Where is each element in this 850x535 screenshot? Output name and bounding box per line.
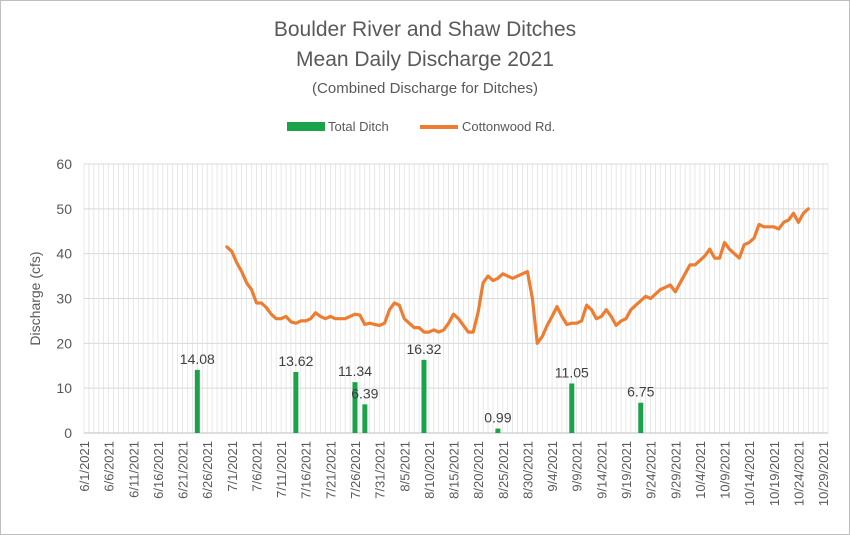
y-axis-label: Discharge (cfs) xyxy=(27,251,43,345)
bar-total-ditch xyxy=(569,383,575,433)
x-tick-label: 9/14/2021 xyxy=(594,441,609,499)
chart-subtitle-note: (Combined Discharge for Ditches) xyxy=(312,80,538,97)
line-series xyxy=(225,207,810,345)
x-tick-label: 7/16/2021 xyxy=(299,441,314,499)
data-label: 11.05 xyxy=(555,364,589,380)
bar-total-ditch xyxy=(194,369,200,433)
y-tick-label: 30 xyxy=(56,291,72,307)
x-tick-label: 9/9/2021 xyxy=(570,441,585,492)
x-tick-label: 8/10/2021 xyxy=(422,441,437,499)
x-tick-label: 10/9/2021 xyxy=(718,441,733,499)
x-tick-label: 8/20/2021 xyxy=(471,441,486,499)
legend-label-cottonwood: Cottonwood Rd. xyxy=(462,119,555,134)
x-tick-label: 8/15/2021 xyxy=(447,441,462,499)
data-label: 6.75 xyxy=(627,384,654,400)
x-tick-label: 8/30/2021 xyxy=(520,441,535,499)
x-tick-label: 10/4/2021 xyxy=(693,441,708,499)
line-cottonwood-rd xyxy=(225,207,810,345)
y-tick-label: 20 xyxy=(56,335,72,351)
x-tick-label: 9/24/2021 xyxy=(644,441,659,499)
data-label: 14.08 xyxy=(180,351,215,367)
x-tick-label: 7/11/2021 xyxy=(274,441,289,498)
x-tick-label: 10/14/2021 xyxy=(742,441,757,506)
x-tick-label: 10/19/2021 xyxy=(767,441,782,506)
x-tick-label: 10/24/2021 xyxy=(791,441,806,506)
data-label: 16.32 xyxy=(406,341,441,357)
x-tick-label: 7/1/2021 xyxy=(225,441,240,492)
legend: Total Ditch Cottonwood Rd. xyxy=(287,119,555,134)
x-tick-label: 7/6/2021 xyxy=(249,441,264,492)
x-tick-label: 10/29/2021 xyxy=(816,441,831,506)
bar-total-ditch xyxy=(421,359,427,433)
chart-subtitle: Mean Daily Discharge 2021 xyxy=(296,48,554,71)
legend-label-total-ditch: Total Ditch xyxy=(328,119,389,134)
x-tick-label: 9/4/2021 xyxy=(545,441,560,492)
x-tick-label: 7/26/2021 xyxy=(348,441,363,499)
data-labels: 14.08 13.62 11.34 6.39 16.32 0.99 11.05 6.75 xyxy=(180,341,655,426)
x-tick-label: 9/19/2021 xyxy=(619,441,634,499)
x-tick-label: 6/6/2021 xyxy=(102,441,117,492)
bar-total-ditch xyxy=(352,382,358,433)
x-tick-label: 7/31/2021 xyxy=(373,441,388,499)
x-tick-label: 9/29/2021 xyxy=(668,441,683,499)
bar-total-ditch xyxy=(293,371,299,433)
x-tick-label: 6/1/2021 xyxy=(77,441,92,492)
data-label: 11.34 xyxy=(338,363,372,379)
data-label: 6.39 xyxy=(351,385,378,401)
x-tick-label: 8/25/2021 xyxy=(496,441,511,499)
x-tick-label: 6/11/2021 xyxy=(126,441,141,498)
y-tick-label: 50 xyxy=(56,201,72,217)
x-tick-label: 6/16/2021 xyxy=(151,441,166,499)
x-tick-label: 8/5/2021 xyxy=(397,441,412,492)
x-tick-label: 6/21/2021 xyxy=(176,441,191,499)
x-tick-label: 6/26/2021 xyxy=(200,441,215,499)
bar-total-ditch xyxy=(495,428,501,433)
y-tick-label: 60 xyxy=(56,156,72,172)
data-label: 0.99 xyxy=(484,410,511,426)
legend-swatch-total-ditch xyxy=(287,122,325,131)
bar-series xyxy=(194,359,644,433)
y-tick-label: 40 xyxy=(56,246,72,262)
bar-total-ditch xyxy=(362,404,368,433)
data-label: 13.62 xyxy=(278,353,313,369)
chart-title: Boulder River and Shaw Ditches xyxy=(273,18,577,41)
x-tick-label: 7/21/2021 xyxy=(323,441,338,499)
bar-total-ditch xyxy=(638,402,644,433)
axes: 0 10 20 30 40 50 60 6/1/2021 6/6/2021 6/11/2021 6/… xyxy=(56,156,831,506)
y-tick-label: 10 xyxy=(56,380,72,396)
y-tick-label: 0 xyxy=(64,425,72,441)
